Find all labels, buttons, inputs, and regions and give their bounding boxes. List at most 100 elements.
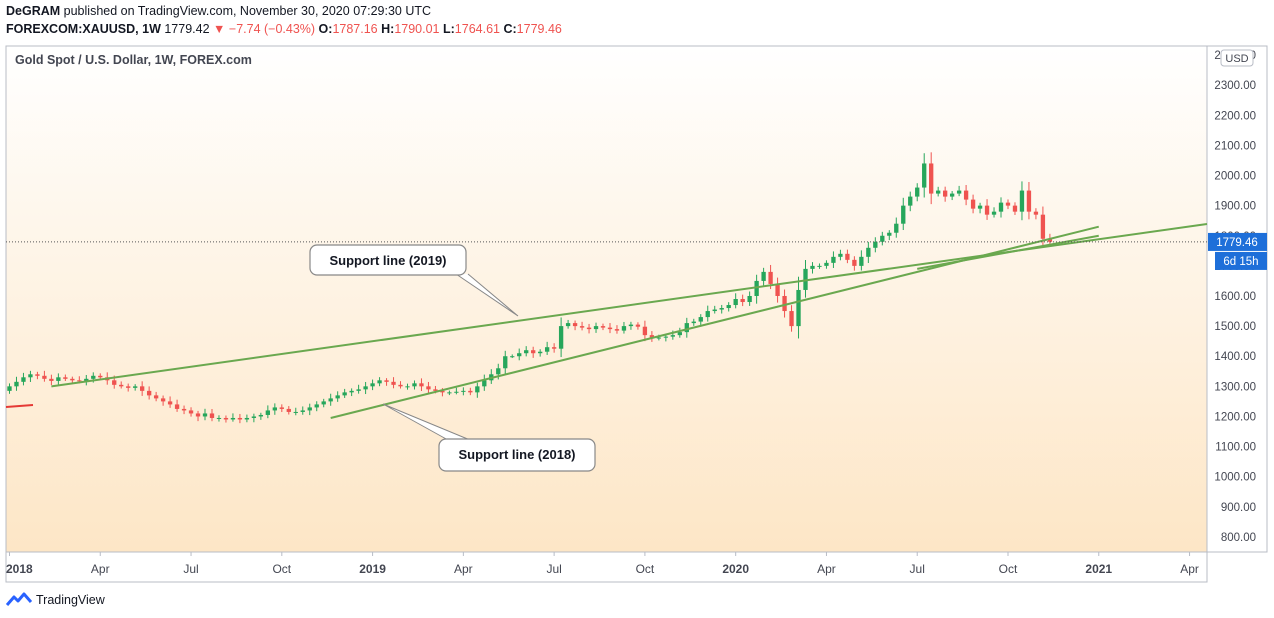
extra-line-2020[interactable] [917,234,1099,270]
low-value: 1764.61 [454,22,500,36]
candle-body [1047,238,1053,242]
candle-body [817,265,822,267]
tradingview-brand[interactable]: TradingView [36,593,105,607]
candle-body [705,311,710,318]
chart-title: Gold Spot / U.S. Dollar, 1W, FOREX.com [15,53,252,67]
last-price-label: 1779.46 [1216,237,1258,249]
candle-body [98,375,103,378]
candle-body [454,391,459,393]
price-chart[interactable]: Gold Spot / U.S. Dollar, 1W, FOREX.com 2… [0,44,1274,584]
candle-body [412,383,417,387]
currency-badge[interactable]: USD [1220,49,1254,67]
candle-body [265,410,271,415]
candle-body [63,377,68,379]
candle-body [461,390,466,392]
candle-body [314,404,319,408]
annotation-2018[interactable]: Support line (2018) [382,403,596,472]
candle-body [335,395,340,399]
candle-body [929,163,934,194]
candle-body [70,378,75,381]
candle-body [237,417,243,420]
candle-body [789,311,794,327]
candle-body [1040,214,1046,239]
candle-body [272,407,277,411]
y-tick-label: 2300.00 [1214,80,1256,92]
annotation-2019-text: Support line (2019) [329,253,446,268]
y-tick-label: 2200.00 [1214,110,1256,122]
ohlc-header: FOREXCOM:XAUUSD, 1W 1779.42 ▼ −7.74 (−0.… [6,22,562,36]
candle-body [7,386,12,391]
candle-body [482,380,487,387]
candle-body [663,336,669,338]
y-tick-label: 1900.00 [1214,201,1256,213]
y-tick-label: 1600.00 [1214,291,1256,303]
candle-body [998,202,1004,212]
candle-body [475,386,480,393]
annotation-2019[interactable]: Support line (2019) [309,244,519,317]
candle-body [195,413,201,417]
candle-body [181,408,187,411]
candle-body [1019,190,1025,212]
candle-body [628,324,634,327]
x-tick-label: 2021 [1085,562,1112,576]
price-axis[interactable] [1206,45,1268,553]
candle-body [188,410,194,414]
candle-body [286,408,291,412]
candle-body [510,356,515,358]
x-tick-label: Oct [636,562,655,576]
candle-body [845,253,850,260]
candle-body [901,205,906,224]
x-tick-label: Apr [1180,562,1199,576]
candle-body [174,404,180,409]
candle-body [984,205,990,215]
x-tick-label: Oct [272,562,291,576]
candle-body [572,323,578,327]
candle-body [384,380,389,382]
candle-body [160,398,166,402]
x-tick-label: Jul [183,562,198,576]
candle-body [405,386,410,388]
candle-body [635,324,641,327]
annotation-2018-text: Support line (2018) [458,447,575,462]
candle-body [112,380,117,385]
x-tick-labels: 2018 Apr Jul Oct 2019 Apr Jul Oct 2020 Apr Jul Oct 2… [6,552,1199,576]
candle-body [119,384,124,387]
x-tick-label: Oct [999,562,1018,576]
high-value: 1790.01 [394,22,440,36]
candle-body [684,323,689,333]
time-axis[interactable] [5,551,1208,583]
candle-body [565,323,571,327]
candle-body [35,374,40,376]
candle-body [719,308,724,310]
candle-body [349,390,354,393]
candle-body [880,235,885,242]
candle-body [621,326,627,331]
x-tick-label: Jul [910,562,925,576]
candle-body [56,377,61,381]
tradingview-logo-icon[interactable] [6,592,32,608]
candle-body [1012,205,1018,212]
candle-body [600,326,606,328]
y-tick-label: 1400.00 [1214,351,1256,363]
candle-body [503,356,508,369]
candle-body [126,386,131,388]
x-tick-label: Apr [817,562,836,576]
y-tick-label: 1100.00 [1215,442,1256,454]
candle-body [139,386,145,391]
candle-body [370,383,375,387]
y-tick-label: 2000.00 [1214,171,1256,183]
candle-body [949,193,955,197]
plot-area[interactable] [5,45,1208,553]
candle-body [915,187,920,197]
candle-body [216,417,222,419]
currency-label: USD [1225,53,1248,65]
candle-body [977,205,983,209]
candle-body [866,247,871,257]
countdown-label: 6d 15h [1223,256,1258,268]
candle-body [538,351,543,354]
open-label: O: [318,22,333,36]
candle-body [607,327,613,330]
author-name[interactable]: DeGRAM [6,4,61,18]
candle-body [496,368,501,375]
candle-body [1026,190,1032,212]
